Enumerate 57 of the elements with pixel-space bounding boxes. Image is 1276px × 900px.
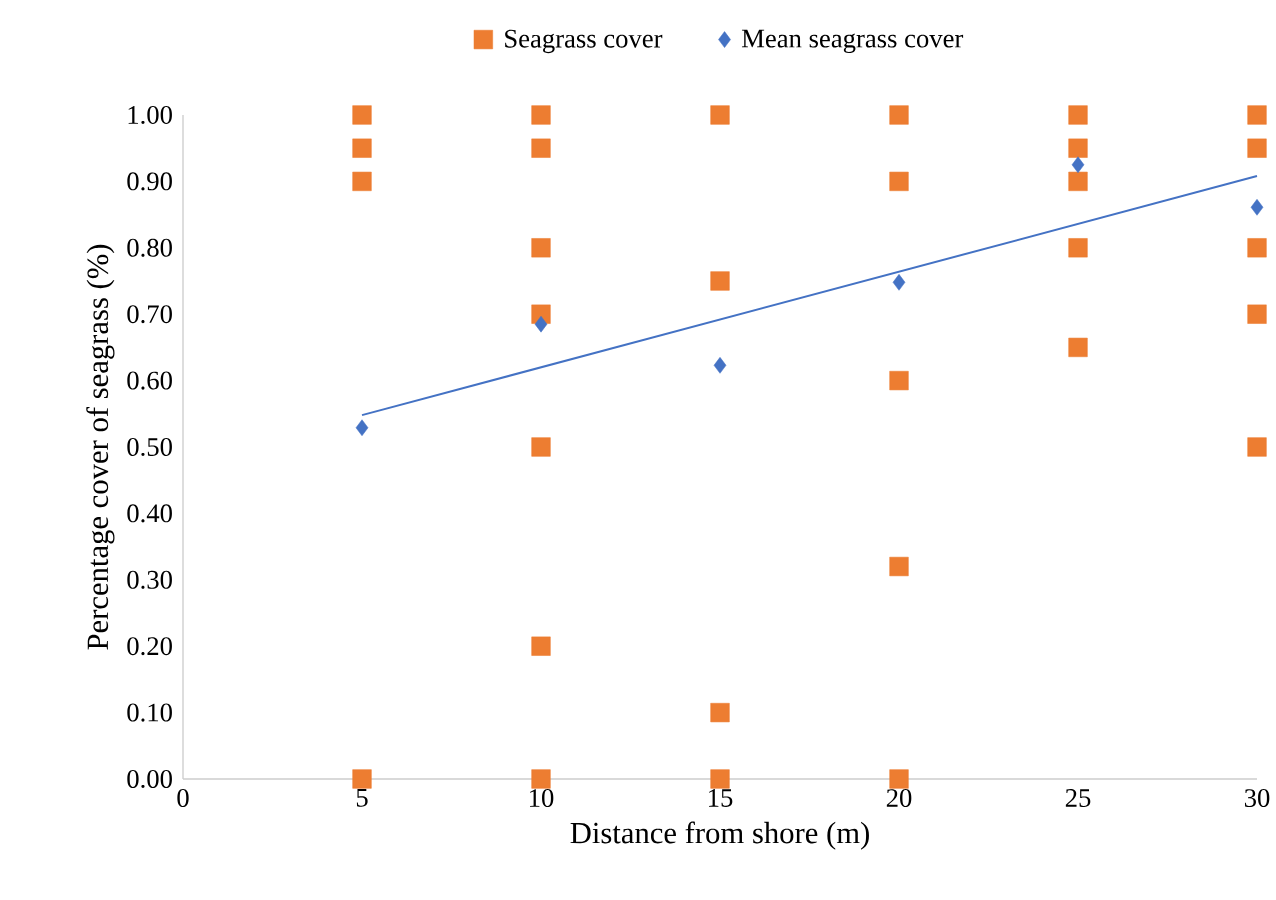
point	[531, 636, 551, 656]
point	[352, 138, 372, 158]
point	[889, 556, 909, 577]
point	[1247, 238, 1267, 258]
point	[889, 370, 909, 391]
point	[531, 238, 551, 258]
point	[1068, 138, 1088, 158]
x-tick-label: 30	[1244, 789, 1270, 808]
point	[355, 419, 369, 437]
y-axis-title: Percentage cover of seagrass (%)	[86, 244, 115, 650]
point	[710, 769, 730, 789]
point	[531, 769, 551, 789]
point	[1068, 171, 1088, 191]
point	[1068, 105, 1088, 125]
point	[352, 105, 372, 125]
point	[713, 357, 727, 374]
legend-label: Mean seagrass cover	[741, 29, 964, 54]
y-tick-label: 0.10	[127, 703, 172, 722]
y-tick-label: 0.90	[127, 172, 172, 191]
x-tick-label: 25	[1065, 789, 1091, 807]
point	[710, 703, 730, 723]
point	[710, 105, 730, 125]
x-tick-label: 15	[709, 789, 733, 807]
y-tick-label: 1.00	[128, 105, 172, 125]
x-tick-label: 20	[886, 789, 912, 808]
y-tick-label: 0.00	[127, 769, 172, 789]
point	[1247, 138, 1267, 158]
point	[1068, 238, 1088, 258]
point	[534, 315, 548, 333]
y-tick-label: 0.20	[127, 637, 172, 656]
point	[352, 769, 372, 789]
point	[1247, 105, 1267, 125]
point	[1071, 156, 1085, 174]
point	[531, 138, 551, 158]
point	[531, 437, 551, 457]
point	[889, 769, 909, 789]
y-tick-label: 0.40	[127, 504, 172, 523]
point	[1247, 437, 1267, 457]
y-tick-label: 0.50	[127, 437, 172, 457]
x-axis-title: Distance from shore (m)	[570, 821, 869, 850]
y-tick-label: 0.80	[127, 238, 172, 257]
y-tick-label: 0.70	[127, 305, 172, 324]
point	[352, 171, 372, 191]
x-tick-label: 0	[177, 789, 189, 808]
point	[531, 105, 551, 125]
point	[892, 274, 906, 291]
point	[889, 105, 909, 125]
point	[1068, 337, 1088, 357]
y-tick-label: 0.30	[127, 570, 172, 589]
legend-label: Seagrass cover	[505, 29, 663, 54]
point	[1250, 199, 1264, 216]
y-tick-label: 0.60	[127, 371, 172, 390]
x-tick-label: 5	[356, 789, 368, 807]
point	[710, 271, 730, 291]
point	[1247, 304, 1267, 324]
x-tick-label: 10	[530, 789, 554, 808]
point	[889, 171, 909, 191]
